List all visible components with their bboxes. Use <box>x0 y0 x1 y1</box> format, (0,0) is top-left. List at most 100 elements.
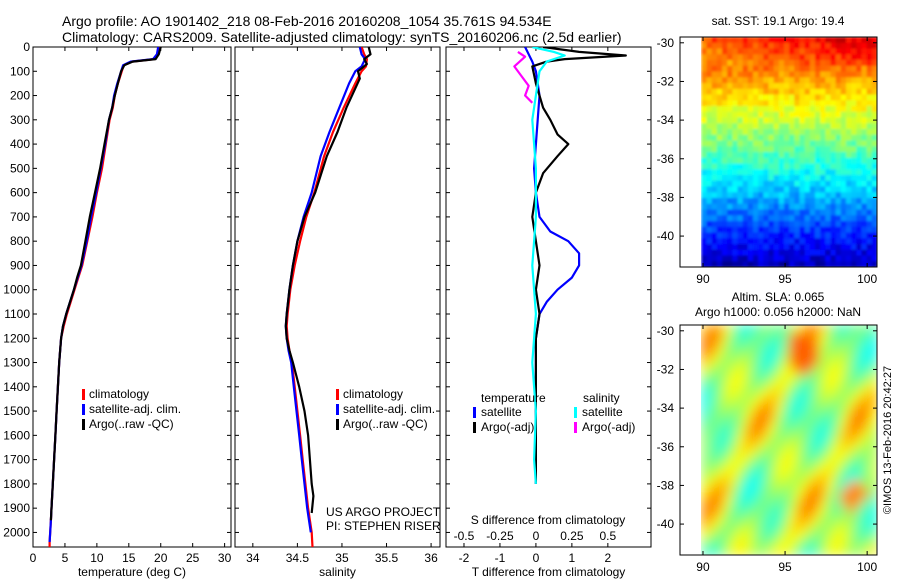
map-cell <box>830 180 837 188</box>
map-cell <box>742 60 749 67</box>
map-cell <box>851 111 858 119</box>
map-cell <box>796 440 805 449</box>
map-cell <box>820 65 827 73</box>
map-cell <box>784 71 790 78</box>
map-cell <box>737 198 744 205</box>
map-cell <box>811 481 820 491</box>
map-cell <box>767 382 776 392</box>
map-cell <box>727 88 734 96</box>
map-cell <box>856 163 863 170</box>
map-frame-sla_map <box>679 324 878 556</box>
map-cell <box>778 244 785 251</box>
map-cell <box>722 175 728 182</box>
map-cell <box>732 215 739 222</box>
map-cell <box>820 249 827 257</box>
map-cell <box>753 203 759 211</box>
map-cell <box>815 209 821 216</box>
map-cell <box>811 530 820 540</box>
map-cell <box>759 415 768 425</box>
map-cell <box>840 221 847 228</box>
map-cell <box>767 538 776 548</box>
map-cell <box>811 349 820 359</box>
xtick-label: 5 <box>62 551 69 565</box>
map-cell <box>767 546 776 555</box>
map-cell <box>835 117 842 124</box>
stick-label: 0 <box>533 529 540 543</box>
map-cell <box>727 152 734 159</box>
map-cell <box>862 366 871 376</box>
xtick-label: 35 <box>335 551 349 565</box>
map-cell <box>773 65 780 73</box>
map-cell <box>799 94 806 101</box>
map-cell <box>811 538 820 548</box>
map-cell <box>768 203 775 211</box>
map-cell <box>789 374 798 384</box>
map-cell <box>773 37 780 44</box>
map-cell <box>737 390 746 400</box>
map-cell <box>701 54 708 61</box>
map-cell <box>759 522 768 532</box>
map-cell <box>820 221 827 228</box>
map-cell <box>833 448 842 458</box>
map-cell <box>768 48 775 55</box>
map-cell <box>809 232 816 239</box>
map-cell <box>804 221 811 228</box>
map-cell <box>818 481 827 491</box>
map-cell <box>745 423 754 433</box>
map-cell <box>835 175 842 182</box>
map-cell <box>708 440 717 449</box>
map-cell <box>781 440 790 449</box>
map-cell <box>763 180 770 188</box>
map-cell <box>811 546 820 555</box>
map-cell <box>811 497 820 507</box>
map-cell <box>727 244 734 251</box>
map-cell <box>723 325 732 334</box>
map-cell <box>727 157 734 165</box>
map-cell <box>825 546 834 555</box>
map-cell <box>804 37 811 44</box>
map-cell <box>818 382 827 392</box>
map-cell <box>840 226 847 234</box>
map-cell <box>855 448 864 458</box>
map-cell <box>768 180 775 188</box>
map-cell <box>711 175 718 182</box>
ytick-label: 600 <box>10 186 30 200</box>
map-cell <box>835 203 842 211</box>
map-cell <box>774 456 783 466</box>
map-cell <box>781 522 790 532</box>
map-cell <box>723 357 732 367</box>
map-cell <box>752 505 761 515</box>
map-cell <box>737 489 746 499</box>
map-cell <box>789 198 796 205</box>
map-cell <box>856 37 863 44</box>
map-cell <box>758 186 765 193</box>
map-cell <box>825 407 834 417</box>
map-cell <box>716 54 723 61</box>
map-cell <box>730 333 739 343</box>
map-cell <box>862 415 871 425</box>
map-cell <box>846 169 852 176</box>
map-cell <box>763 152 770 159</box>
map-cell <box>825 60 832 67</box>
map-cell <box>847 407 856 417</box>
map-cell <box>830 129 837 136</box>
map-cell <box>763 169 770 176</box>
xlabel-difference: T difference from climatology <box>472 565 626 579</box>
map-cell <box>866 42 873 50</box>
map-cell <box>789 407 798 417</box>
map-cell <box>753 71 759 78</box>
map-cell <box>778 134 785 142</box>
map-cell <box>840 123 847 130</box>
map-cell <box>835 65 842 73</box>
map-cell <box>723 390 732 400</box>
map-cell <box>830 42 837 50</box>
map-cell <box>851 209 858 216</box>
map-cell <box>855 522 864 532</box>
map-cell <box>778 261 785 267</box>
map-cell <box>830 117 837 124</box>
map-cell <box>737 530 746 540</box>
map-cell <box>871 117 877 124</box>
map-cell <box>763 198 770 205</box>
map-cell <box>856 169 863 176</box>
map-cell <box>866 255 873 262</box>
